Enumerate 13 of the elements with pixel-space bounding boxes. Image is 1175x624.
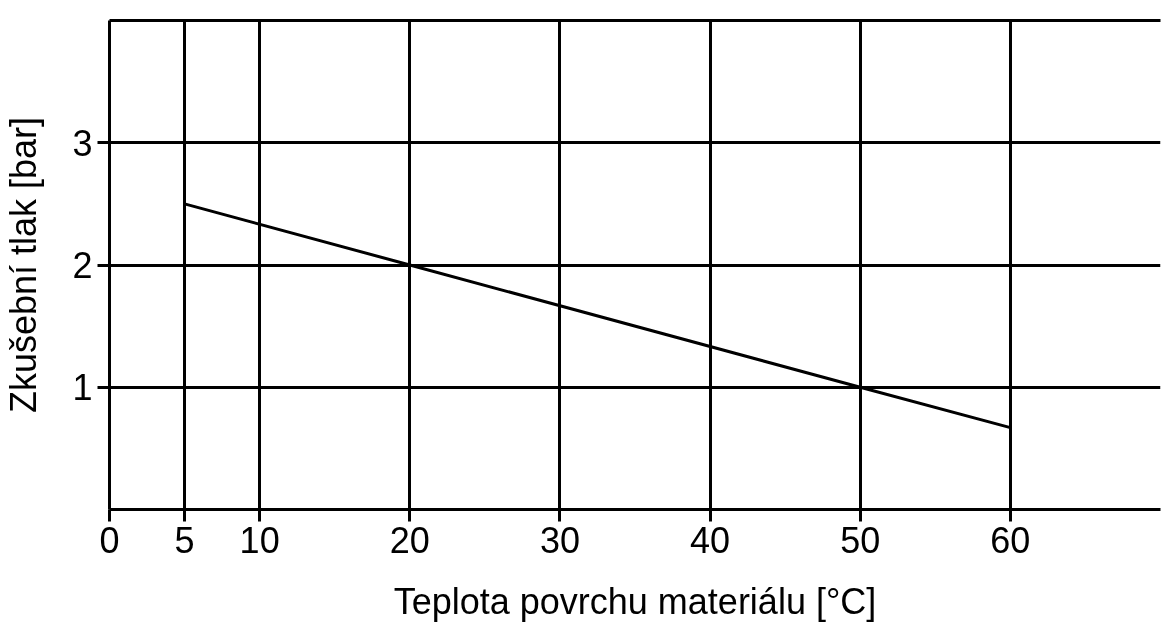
y-axis-title: Zkušební tlak [bar] bbox=[3, 116, 45, 414]
x-tick-label: 20 bbox=[389, 519, 430, 561]
x-tick-label: 50 bbox=[840, 519, 881, 561]
x-tick-label: 5 bbox=[174, 519, 195, 561]
x-tick-label: 30 bbox=[539, 519, 580, 561]
x-tick-label: 40 bbox=[690, 519, 731, 561]
x-tick-label: 0 bbox=[99, 519, 120, 561]
x-axis-title: Teplota povrchu materiálu [°C] bbox=[393, 580, 877, 622]
x-tick-label: 10 bbox=[239, 519, 280, 561]
y-tick-label: 2 bbox=[72, 245, 93, 286]
x-tick-label: 60 bbox=[990, 519, 1031, 561]
y-tick-label: 1 bbox=[72, 367, 93, 409]
y-tick-label: 3 bbox=[72, 122, 93, 164]
